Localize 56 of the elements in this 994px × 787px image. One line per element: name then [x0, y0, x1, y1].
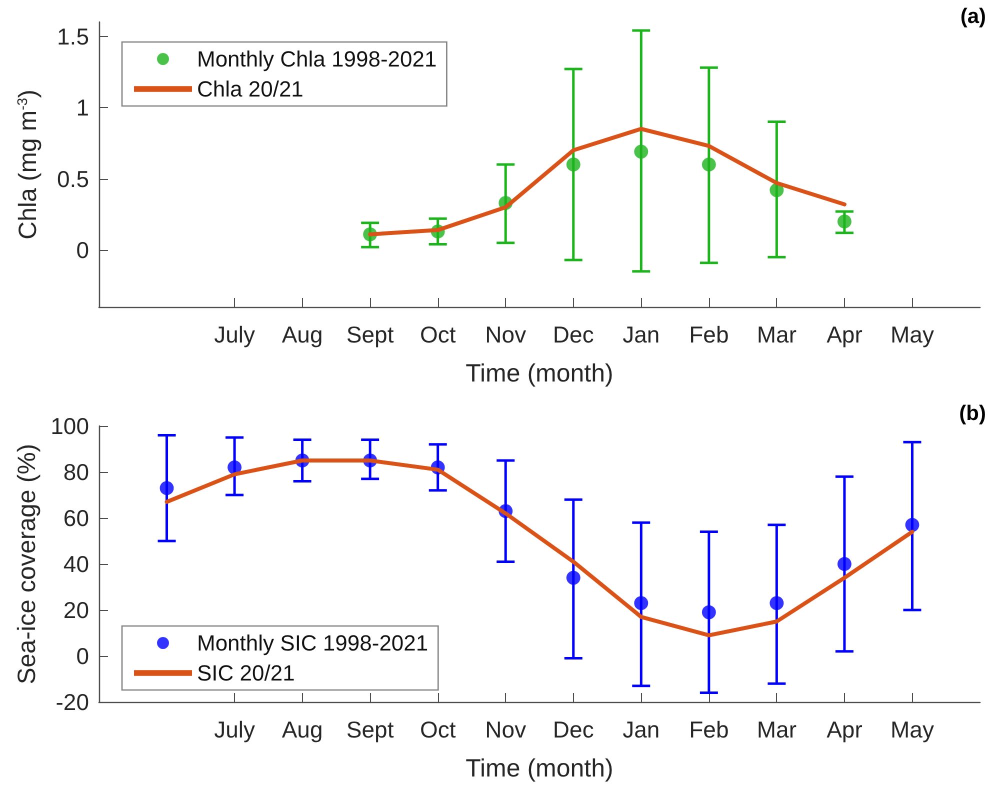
x-tick-label: July	[214, 322, 256, 348]
x-tick-label: Jan	[622, 322, 660, 348]
text: (b)	[959, 402, 986, 425]
y-tick-label: 20	[63, 597, 89, 623]
y-tick-label: -20	[56, 689, 89, 715]
x-tick-label: Mar	[756, 716, 797, 742]
legend-label: Monthly SIC 1998-2021	[197, 630, 428, 656]
y-tick-label: 0	[76, 237, 89, 263]
point	[837, 214, 852, 228]
y-tick-label: 60	[63, 505, 89, 531]
y-tick-label: 1	[76, 94, 89, 120]
point	[160, 481, 174, 496]
point	[634, 144, 648, 159]
x-tick-label: Nov	[485, 322, 527, 348]
y-tick-label: 0.5	[57, 166, 89, 192]
y-tick-label: 100	[50, 413, 89, 439]
y-tick-label: 0	[76, 643, 89, 669]
point	[905, 518, 920, 532]
y-tick-label: 80	[63, 459, 89, 485]
point	[770, 183, 784, 198]
point	[566, 158, 580, 172]
x-tick-label: Aug	[282, 322, 323, 348]
x-tick-label: Aug	[282, 716, 323, 742]
x-tick-label: Dec	[552, 716, 594, 742]
point	[702, 605, 716, 620]
annotation: (a)	[960, 5, 986, 28]
x-axis-title: Time (month)	[466, 360, 614, 388]
point	[770, 596, 784, 610]
x-tick-label: Sept	[346, 322, 394, 348]
x-tick-label: May	[890, 716, 934, 742]
y-axis-title: Chla (mg m-3)	[14, 90, 42, 240]
legend-label: Monthly Chla 1998-2021	[197, 46, 437, 72]
x-tick-label: Jan	[622, 716, 660, 742]
x-tick-label: Oct	[420, 322, 456, 348]
point	[702, 158, 716, 172]
legend-label: Chla 20/21	[197, 76, 304, 102]
x-tick-label: Oct	[420, 716, 456, 742]
y-axis-title: Sea-ice coverage (%)	[13, 444, 42, 684]
x-tick-label: Apr	[826, 716, 863, 742]
point	[634, 596, 648, 610]
x-tick-label: Feb	[689, 716, 729, 742]
x-tick-label: Feb	[689, 322, 729, 348]
point	[228, 460, 242, 474]
point	[837, 557, 852, 571]
x-tick-label: Apr	[826, 322, 863, 348]
legend-label: SIC 20/21	[197, 660, 295, 686]
x-tick-label: Nov	[485, 716, 527, 742]
y-tick-label: 40	[63, 551, 89, 577]
x-tick-label: Dec	[552, 322, 594, 348]
y-tick-label: 1.5	[57, 23, 89, 50]
x-axis-title: Time (month)	[466, 754, 614, 782]
x-tick-label: May	[890, 322, 934, 348]
point	[566, 570, 580, 585]
x-tick-label: Sept	[346, 716, 394, 742]
x-tick-label: Mar	[756, 322, 797, 348]
x-tick-label: July	[214, 716, 256, 742]
